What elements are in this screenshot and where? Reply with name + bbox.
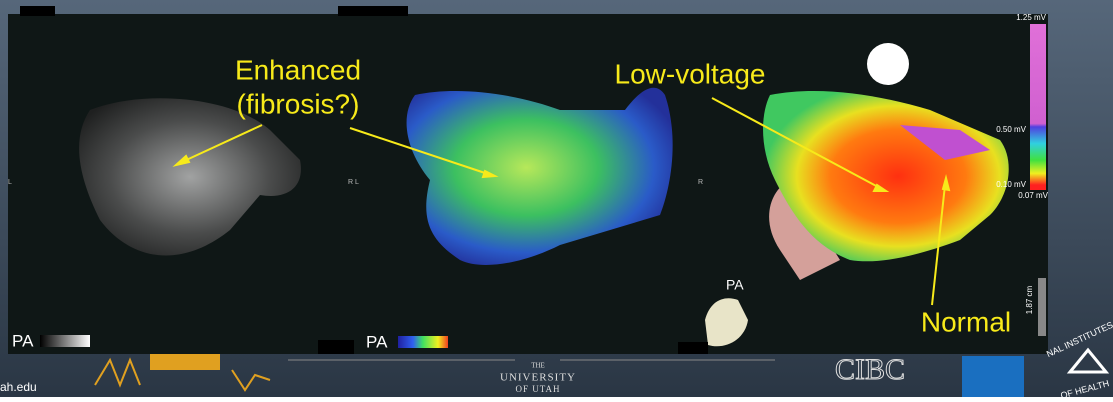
orientation-label: L <box>8 179 12 186</box>
scale-label: 0.50 mV <box>996 125 1026 134</box>
logo <box>150 354 220 370</box>
cibc-logo: CIBC <box>835 353 905 386</box>
scale-label: 0.10 mV <box>996 180 1026 189</box>
orientation-label: R L <box>348 179 359 186</box>
slide: Enhanced (fibrosis?) Low-voltage Normal … <box>0 0 1113 397</box>
bar <box>20 6 55 16</box>
color-bar <box>398 336 448 348</box>
pa-label: PA <box>366 332 388 351</box>
bar <box>678 342 708 354</box>
annotation: Normal <box>921 306 1011 337</box>
university: OF UTAH <box>515 384 560 394</box>
scale-label: 1.25 mV <box>1016 13 1046 22</box>
annotation: Low-voltage <box>615 58 766 89</box>
pa-label: PA <box>12 331 34 350</box>
orientation-label: R <box>698 179 703 186</box>
logo <box>962 356 1024 397</box>
pa-label: PA <box>726 277 744 293</box>
university: THE <box>531 362 545 370</box>
light-spot <box>867 43 909 85</box>
university: UNIVERSITY <box>500 372 576 384</box>
bar <box>318 340 354 354</box>
length-bar <box>1038 278 1046 336</box>
annotation: (fibrosis?) <box>237 88 360 119</box>
length-label: 1.87 cm <box>1025 285 1034 314</box>
grayscale-bar <box>40 335 90 347</box>
url: ah.edu <box>0 380 37 394</box>
bar <box>338 6 408 16</box>
annotation: Enhanced <box>235 54 361 85</box>
scale-label: 0.07 mV <box>1018 191 1048 200</box>
voltage-color-bar <box>1030 24 1046 190</box>
